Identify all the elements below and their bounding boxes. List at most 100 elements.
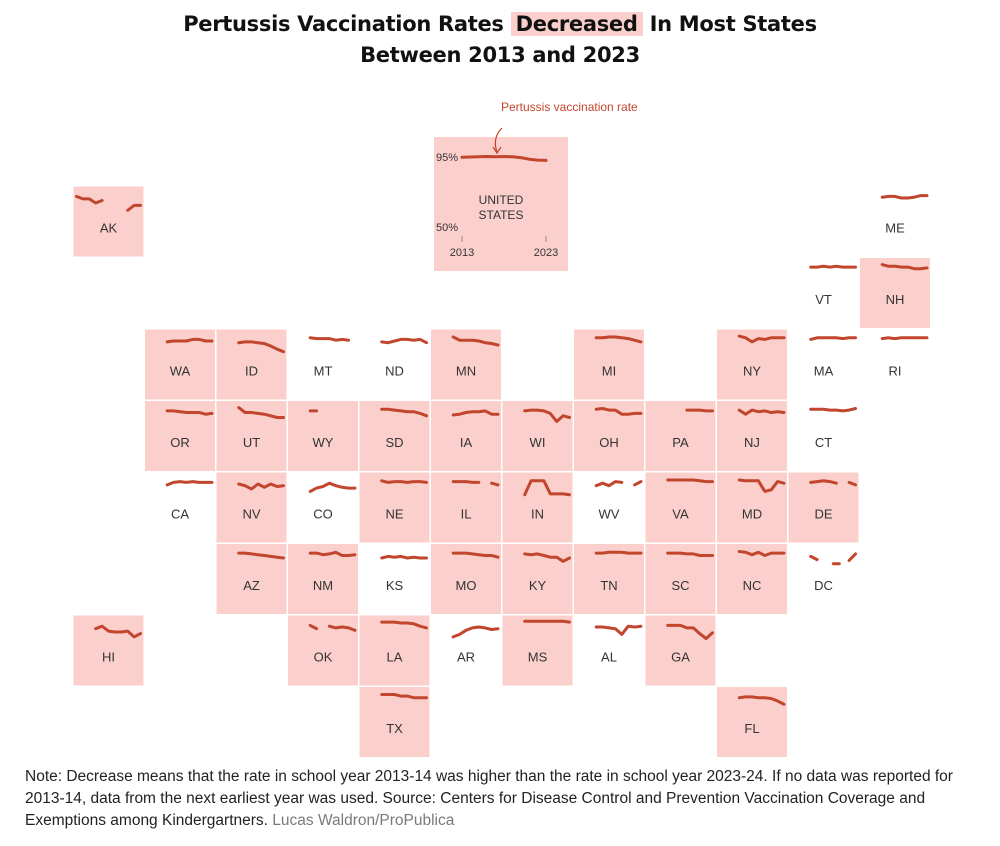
state-label-me: ME xyxy=(885,221,905,236)
trend-line-vt xyxy=(809,264,857,269)
trend-line-ok-seg-1 xyxy=(327,624,357,632)
trend-line-dc-seg-2 xyxy=(847,552,857,562)
tile-ga xyxy=(645,615,716,686)
state-label-ms: MS xyxy=(528,650,548,665)
trend-line-ny xyxy=(737,334,786,344)
state-label-ca: CA xyxy=(171,507,189,522)
trend-line-ri xyxy=(880,336,929,341)
chart-title: Pertussis Vaccination Rates Decreased In… xyxy=(0,9,1000,40)
tile-ne xyxy=(359,472,430,543)
y-tick-label-1: 50% xyxy=(436,222,458,234)
trend-line-ga xyxy=(666,623,714,640)
trend-line-or xyxy=(165,409,214,416)
state-label-mo: MO xyxy=(456,578,477,593)
trend-line-mt xyxy=(308,336,351,342)
trend-line-ok-seg-0 xyxy=(308,623,319,631)
trend-line-sd xyxy=(380,407,428,418)
trend-line-me xyxy=(880,194,929,200)
trend-line-fl xyxy=(737,695,786,706)
trend-line-in xyxy=(523,479,571,497)
tile-tn xyxy=(574,544,644,614)
annotation-arrow xyxy=(494,127,503,153)
state-label-ks: KS xyxy=(386,578,404,593)
tile-il xyxy=(431,472,501,543)
trend-line-oh xyxy=(594,407,643,416)
trend-line-co xyxy=(308,481,357,493)
state-label-va: VA xyxy=(672,507,689,522)
legend-annotation: Pertussis vaccination rate xyxy=(501,100,638,114)
tile-in xyxy=(502,472,573,543)
state-label-ar: AR xyxy=(457,650,475,665)
state-label-ut: UT xyxy=(243,435,260,450)
trend-line-nj xyxy=(737,408,786,416)
trend-line-ar xyxy=(451,625,500,639)
credit: Lucas Waldron/ProPublica xyxy=(272,812,455,829)
state-label-ct: CT xyxy=(815,435,832,450)
state-label-nj: NJ xyxy=(744,435,760,450)
trend-line-de-seg-1 xyxy=(847,480,857,487)
trend-line-la xyxy=(380,620,428,630)
state-label-nv: NV xyxy=(242,507,260,522)
state-label-il: IL xyxy=(461,507,472,522)
tile-wy xyxy=(288,401,358,471)
state-label-in: IN xyxy=(531,507,544,522)
state-label-tx: TX xyxy=(386,721,403,736)
trend-line-nd xyxy=(380,337,428,345)
tile-hi xyxy=(73,615,144,686)
title-highlight: Decreased xyxy=(510,12,643,36)
state-label-ny: NY xyxy=(743,364,761,379)
trend-line-al xyxy=(594,624,643,636)
state-label-mn: MN xyxy=(456,364,476,379)
trend-line-az xyxy=(237,551,285,560)
state-label-or: OR xyxy=(170,435,190,450)
trend-line-wa xyxy=(165,337,214,344)
state-label-ak: AK xyxy=(100,221,118,236)
state-label-md: MD xyxy=(742,507,762,522)
state-label-wi: WI xyxy=(530,435,546,450)
state-label-ne: NE xyxy=(385,507,403,522)
trend-line-tx xyxy=(380,693,428,700)
trend-line-ca xyxy=(165,480,214,487)
trend-line-il-seg-1 xyxy=(490,481,500,487)
note: Note: Decrease means that the rate in sc… xyxy=(25,766,985,832)
state-label-al: AL xyxy=(601,650,617,665)
state-label-ri: RI xyxy=(889,364,902,379)
state-label-ga: GA xyxy=(671,650,690,665)
trend-line-wv-seg-1 xyxy=(633,480,643,487)
trend-line-mo xyxy=(451,551,500,559)
state-label-ky: KY xyxy=(529,578,547,593)
trend-line-mn xyxy=(451,335,500,347)
state-label-wv: WV xyxy=(599,507,620,522)
state-label-mi: MI xyxy=(602,364,616,379)
x-tick-label-0: 2013 xyxy=(450,247,474,259)
trend-line-wi xyxy=(523,408,571,423)
state-label-ok: OK xyxy=(314,650,333,665)
state-label-hi: HI xyxy=(102,650,115,665)
state-label-ia: IA xyxy=(460,435,473,450)
trend-line-pa xyxy=(685,408,714,413)
trend-line-mi xyxy=(594,335,643,344)
x-tick-label-1: 2023 xyxy=(534,247,558,259)
state-label-pa: PA xyxy=(672,435,689,450)
tile-la xyxy=(359,615,430,686)
trend-line-de-seg-0 xyxy=(809,479,838,485)
state-label-dc: DC xyxy=(814,578,833,593)
trend-line-sc xyxy=(666,551,714,557)
us-label-line-1: STATES xyxy=(479,208,524,222)
state-label-tn: TN xyxy=(600,578,617,593)
title-after: In Most States xyxy=(649,12,817,36)
trend-line-nm xyxy=(308,550,357,557)
state-label-ma: MA xyxy=(814,364,834,379)
state-label-fl: FL xyxy=(744,721,759,736)
trend-line-nv xyxy=(237,482,285,491)
state-label-az: AZ xyxy=(243,578,260,593)
tile-pa xyxy=(645,401,716,471)
trend-line-ut xyxy=(237,406,285,419)
state-label-de: DE xyxy=(814,507,832,522)
us-label-line-0: UNITED xyxy=(479,193,524,207)
trend-line-nh xyxy=(880,263,929,271)
trend-line-ak-seg-0 xyxy=(75,194,104,205)
state-label-wa: WA xyxy=(170,364,191,379)
trend-line-ct xyxy=(809,407,857,413)
trend-line-md xyxy=(737,478,786,493)
